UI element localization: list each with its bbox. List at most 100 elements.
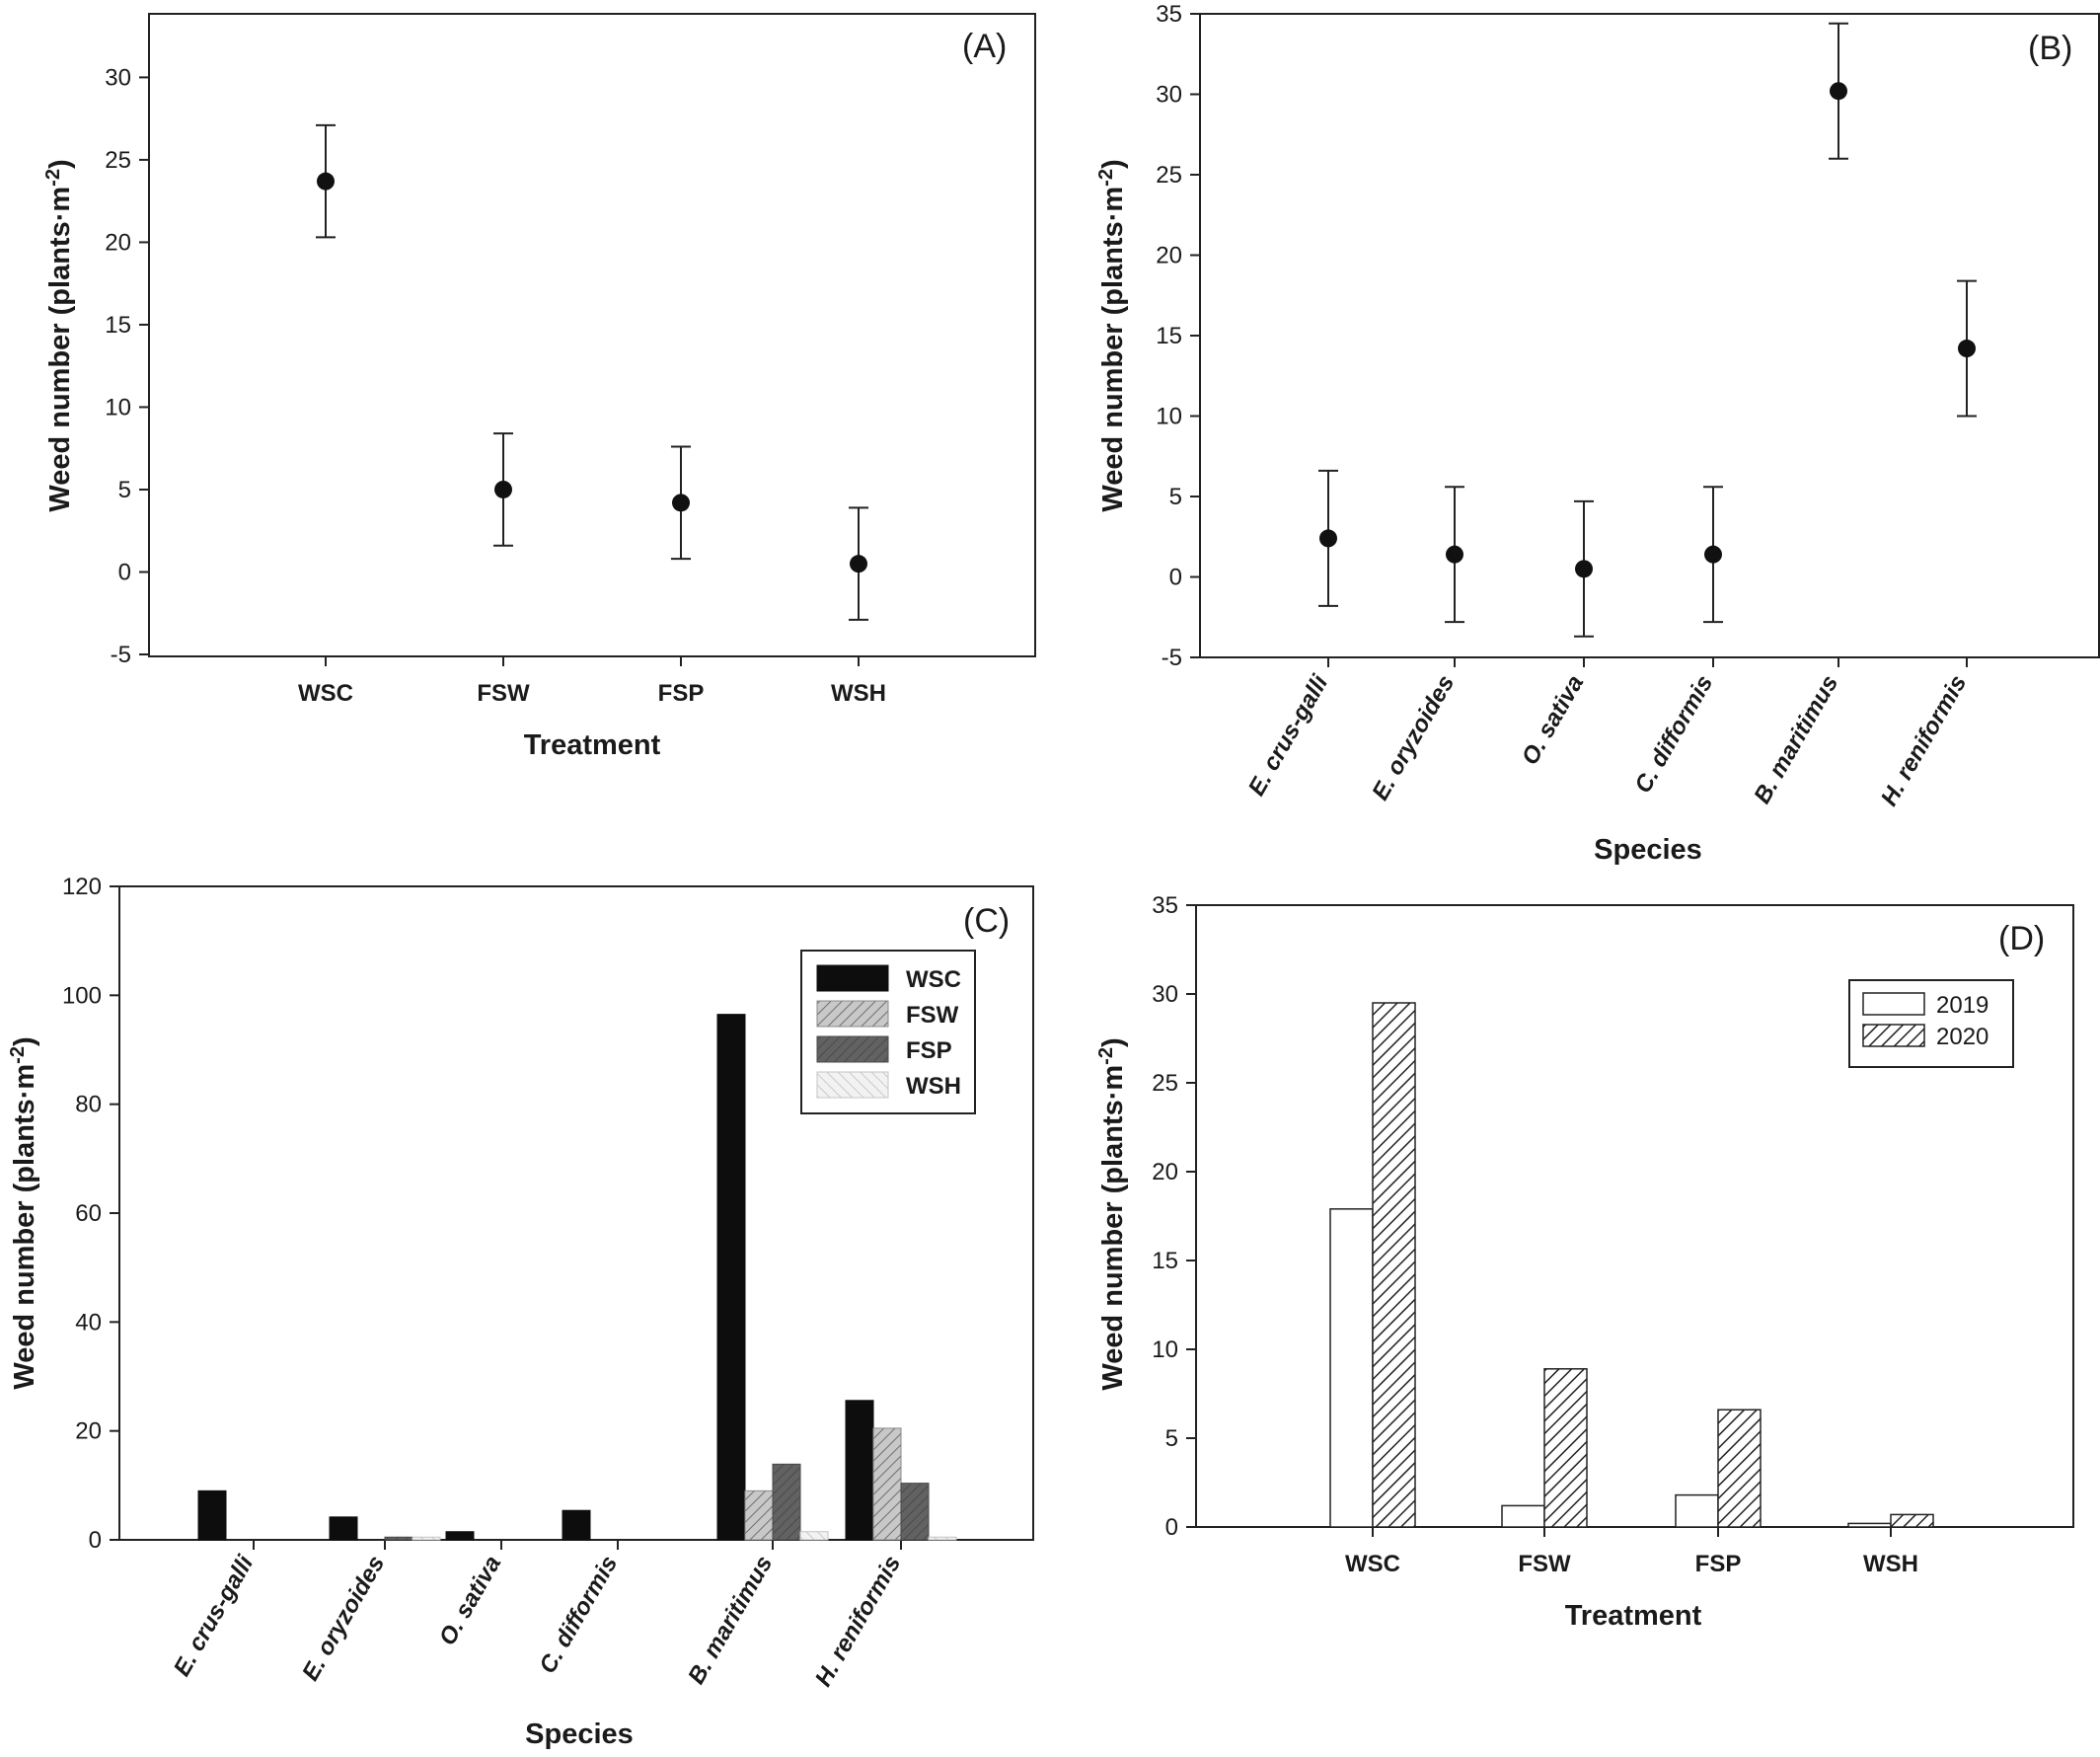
legend-swatch-2019 [1862,992,1925,1016]
bar-2020 [1890,1513,1934,1528]
y-tick-label: 40 [75,1309,102,1336]
panel-d: 0 5 10 15 20 25 30 35 WSC FSW FSP WSH (D) Treatmen… [1095,892,2074,1632]
bar-wsh [928,1536,957,1541]
panel-d-y-axis-label: Weed number (plants·m-2) [1095,1037,1129,1390]
legend-label-2020: 2020 [1936,1024,1988,1050]
y-tick-label: 5 [118,477,131,503]
x-category-label: WSC [298,680,353,707]
panel-c-y-ticks: 0 20 40 60 80 100 120 [62,874,119,1554]
x-category-label: WSC [1345,1551,1400,1577]
panel-d-frame [1195,904,2074,1528]
bar-wsc [445,1531,475,1541]
bar-wsc [197,1490,227,1541]
y-tick-label: 20 [75,1418,102,1445]
y-tick-label: 20 [1156,243,1182,269]
x-category-label: WSH [831,680,886,707]
panel-d-y-ticks: 0 5 10 15 20 25 30 35 [1152,892,1196,1541]
y-tick-label: 10 [1152,1337,1178,1363]
panel-c-legend-entries: WSC FSW FSP WSH [816,964,961,1100]
y-tick-label: 100 [62,982,102,1009]
panel-a-tag: (A) [962,28,1007,65]
bar-wsh [799,1531,829,1541]
bar-2019 [1329,1208,1374,1528]
panel-a-x-categories: WSC FSW FSP WSH [298,656,886,707]
bar-2019 [1847,1522,1892,1528]
panel-c-bars [197,1014,957,1541]
x-category-label: FSP [658,680,705,707]
x-category-label: B. maritimus [1749,671,1843,808]
data-point [1446,545,1463,564]
y-tick-label: 10 [1156,404,1182,430]
panel-a-y-axis-label: Weed number (plants·m-2) [42,159,76,511]
y-tick-label: -5 [111,642,131,668]
data-point [1958,340,1976,358]
panel-d-legend-entries: 2019 2020 [1862,992,1988,1050]
data-point [1704,545,1722,564]
bar-2020 [1717,1409,1762,1528]
panel-b-frame [1199,13,2100,658]
panel-b-points [1318,22,1977,638]
y-tick-label: 30 [1152,981,1178,1008]
panel-d-tag: (D) [1998,920,2045,957]
panel-b-y-ticks: -5 0 5 10 15 20 25 30 35 [1156,1,1200,671]
legend-label-fsp: FSP [906,1037,952,1064]
panel-d-legend: 2019 2020 [1848,979,2014,1068]
y-tick-label: 35 [1152,892,1178,919]
x-category-label: E. oryzoides [297,1552,390,1686]
panel-b-tag: (B) [2028,30,2072,67]
x-category-label: FSW [477,680,530,707]
y-tick-label: 5 [1169,484,1182,510]
bar-wsc [716,1014,746,1541]
x-category-label: H. reniformis [810,1552,906,1692]
bar-wsc [329,1516,358,1541]
panel-c-x-axis-label: Species [525,1719,634,1750]
data-point [1575,560,1593,578]
x-category-label: O. sativa [434,1552,506,1650]
x-category-label: C. difformis [534,1552,623,1679]
y-tick-label: 0 [89,1527,102,1554]
panel-b-x-axis-label: Species [1594,834,1702,866]
panel-c-x-categories: E. crus-galli E. oryzoides O. sativa C. dif… [169,1540,906,1691]
data-point [850,555,867,573]
x-category-label: FSP [1695,1551,1742,1577]
y-tick-label: 60 [75,1200,102,1227]
panel-d-x-categories: WSC FSW FSP WSH [1345,1527,1918,1577]
bar-2019 [1501,1504,1545,1528]
x-category-label: FSW [1518,1551,1571,1577]
y-tick-label: 15 [1152,1248,1178,1274]
y-tick-label: 30 [1156,82,1182,109]
x-category-label: O. sativa [1517,671,1589,770]
panel-c-tag: (C) [963,902,1010,940]
y-tick-label: 0 [1169,565,1182,591]
panel-a-x-axis-label: Treatment [524,729,661,761]
bar-2020 [1543,1368,1588,1528]
y-tick-label: 5 [1165,1425,1178,1452]
y-tick-label: 80 [75,1092,102,1118]
legend-label-fsw: FSW [906,1002,959,1029]
legend-swatch-fsp [816,1035,889,1063]
y-tick-label: 120 [62,874,102,900]
y-tick-label: -5 [1162,645,1182,671]
legend-label-wsh: WSH [906,1073,961,1100]
bar-fsp [384,1536,413,1541]
y-tick-label: 0 [118,559,131,585]
x-category-label: WSH [1863,1551,1918,1577]
bar-fsw [744,1490,774,1541]
legend-label-wsc: WSC [906,966,961,993]
panel-c-y-axis-label: Weed number (plants·m-2) [7,1036,40,1389]
x-category-label: H. reniformis [1876,671,1972,811]
y-tick-label: 20 [105,229,131,256]
panel-a-points [316,123,868,621]
y-tick-label: 25 [105,147,131,174]
y-tick-label: 35 [1156,1,1182,28]
panel-b-x-categories: E. crus-galli E. oryzoides O. sativa C. dif… [1243,657,1972,810]
x-category-label: C. difformis [1629,671,1718,799]
y-tick-label: 30 [105,64,131,91]
panel-b: -5 0 5 10 15 20 25 30 35 E. crus-galli E. oryzoid… [1095,1,2100,866]
x-category-label: B. maritimus [683,1552,778,1689]
panel-a-frame [148,13,1036,657]
panel-c-legend: WSC FSW FSP WSH [800,950,976,1114]
data-point [1830,82,1847,101]
panel-b-y-axis-label: Weed number (plants·m-2) [1095,159,1129,511]
